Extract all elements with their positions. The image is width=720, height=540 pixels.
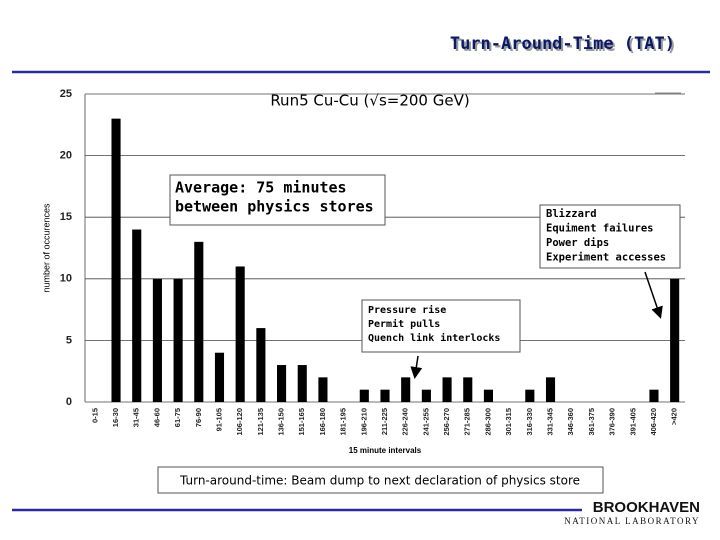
bar	[359, 389, 369, 402]
annotation-box	[169, 174, 386, 226]
bar	[132, 229, 142, 402]
x-tick-label: >420	[670, 408, 679, 425]
annotation-box	[361, 299, 521, 353]
arrow	[410, 355, 423, 379]
x-tick-label: 256-270	[442, 408, 451, 436]
bar	[525, 389, 535, 402]
slide-title-shadow: Turn-Around-Time (TAT)	[452, 36, 677, 56]
slide-title: Turn-Around-Time (TAT)	[450, 34, 675, 54]
y-tick-label: 20	[60, 150, 72, 162]
x-tick-label: 166-180	[318, 408, 327, 436]
x-tick-label: 181-195	[339, 408, 348, 436]
bar	[111, 118, 121, 402]
bar	[463, 377, 473, 402]
x-tick-label: 361-375	[587, 408, 596, 436]
x-tick-label: 31-45	[132, 408, 141, 427]
x-tick-label: 136-150	[277, 408, 286, 436]
annotation-line: Experiment accesses	[546, 252, 666, 264]
y-axis-label: number of occurences	[41, 203, 51, 293]
annotation-line: Equiment failures	[546, 223, 653, 235]
x-tick-label: 16-30	[111, 408, 120, 427]
bar	[483, 389, 493, 402]
bar	[649, 389, 659, 402]
y-tick-label: 10	[60, 273, 72, 285]
bar	[256, 328, 266, 402]
footer: Turn-around-time: Beam dump to next decl…	[179, 474, 580, 488]
bar	[670, 278, 680, 402]
x-axis-label: 15 minute intervals	[349, 446, 422, 455]
x-tick-label: 406-420	[649, 408, 658, 436]
annotation-line: Power dips	[546, 237, 609, 249]
annotation-line: Blizzard	[546, 208, 597, 220]
x-tick-label: 121-135	[256, 408, 265, 436]
bar	[545, 377, 556, 402]
annotation-line: Permit pulls	[368, 318, 440, 330]
y-tick-label: 15	[60, 211, 72, 223]
annotation-line: between physics stores	[175, 198, 374, 216]
x-tick-label: 46-60	[152, 408, 161, 427]
bar	[442, 377, 452, 402]
bar	[318, 377, 328, 402]
x-tick-label: 376-390	[608, 408, 617, 436]
y-tick-label: 5	[66, 334, 72, 346]
x-tick-label: 106-120	[235, 408, 244, 436]
x-tick-label: 91-105	[214, 408, 223, 431]
bar	[152, 278, 162, 402]
x-tick-label: 391-405	[628, 408, 637, 436]
x-tick-label: 196-210	[359, 408, 368, 436]
bar	[235, 266, 245, 402]
y-tick-label: 0	[66, 396, 72, 408]
x-tick-label: 346-360	[566, 408, 575, 436]
x-tick-label: 331-345	[546, 408, 555, 436]
x-tick-label: 241-255	[421, 408, 430, 436]
bar	[194, 241, 204, 402]
arrow	[644, 271, 663, 319]
x-tick-label: 271-285	[463, 408, 472, 436]
annotation-line: Quench link interlocks	[368, 332, 500, 344]
x-tick-label: 286-300	[483, 408, 492, 436]
x-tick-label: 61-75	[173, 408, 182, 427]
annotation-line: Average: 75 minutes	[175, 179, 347, 197]
bar	[297, 365, 307, 402]
bar	[380, 389, 390, 402]
bar	[214, 352, 225, 402]
x-tick-label: 76-90	[194, 408, 203, 427]
x-tick-label: 0-15	[90, 408, 99, 423]
logo-subtitle: NATIONAL LABORATORY	[564, 516, 700, 526]
logo-name: BROOKHAVEN	[593, 499, 700, 516]
x-tick-label: 316-330	[525, 408, 534, 436]
bar	[401, 377, 411, 402]
chart-title: Run5 Cu-Cu (√s=200 GeV)	[270, 92, 469, 110]
footer-box	[157, 466, 604, 494]
bar	[277, 365, 287, 402]
bar	[421, 389, 431, 402]
x-tick-label: 211-225	[380, 408, 389, 435]
x-tick-label: 226-240	[401, 408, 410, 436]
annotation-line: Pressure rise	[368, 304, 446, 316]
x-tick-label: 301-315	[504, 408, 513, 436]
bar	[173, 278, 183, 402]
y-tick-label: 25	[60, 88, 72, 100]
annotation-box	[539, 204, 681, 269]
x-tick-label: 151-165	[297, 408, 306, 436]
